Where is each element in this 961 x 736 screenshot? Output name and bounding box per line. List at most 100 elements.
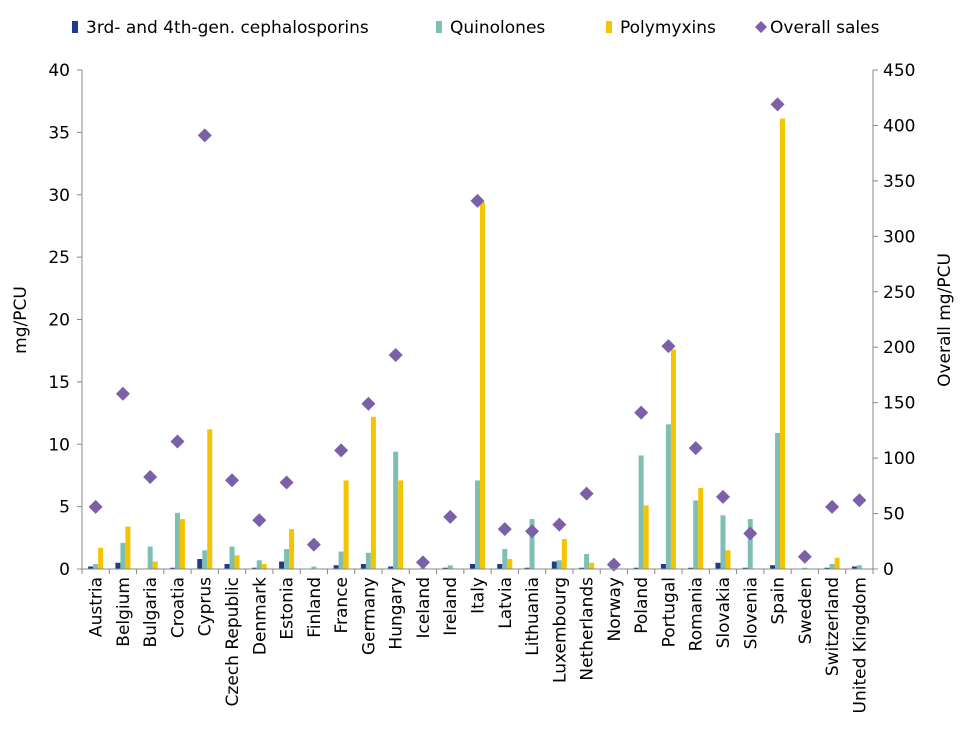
bar <box>693 500 699 569</box>
overall-sales-marker <box>579 486 594 501</box>
y-tick-label: 10 <box>48 435 70 455</box>
bar <box>152 561 158 569</box>
x-tick-label: Ireland <box>441 577 461 636</box>
bar <box>398 480 404 569</box>
overall-sales-marker <box>634 405 649 420</box>
overall-sales-marker <box>225 473 240 488</box>
bar <box>524 567 530 569</box>
overall-sales-marker <box>797 549 812 564</box>
plot-area <box>88 97 867 572</box>
y-tick-label: 0 <box>59 560 70 580</box>
y2-tick-label: 400 <box>883 116 915 136</box>
overall-sales-marker <box>252 513 267 528</box>
overall-sales-marker <box>143 469 158 484</box>
legend-swatch <box>606 21 612 33</box>
x-tick-label: Norway <box>605 577 625 642</box>
bar <box>824 567 830 569</box>
bar <box>715 562 721 569</box>
x-tick-label: Poland <box>632 577 652 634</box>
bar <box>802 567 808 569</box>
x-tick-label: Bulgaria <box>141 577 161 648</box>
y-tick-label: 15 <box>48 373 70 393</box>
overall-sales-marker <box>497 522 512 537</box>
overall-sales-marker <box>279 475 294 490</box>
x-tick-label: Hungary <box>387 577 407 650</box>
overall-sales-marker <box>770 97 785 112</box>
bar <box>333 565 339 569</box>
bar <box>343 480 349 569</box>
x-tick-label: Estonia <box>278 577 298 640</box>
legend-swatch <box>72 21 78 33</box>
x-tick-label: Netherlands <box>578 577 598 681</box>
x-tick-label: Romania <box>687 577 707 651</box>
y-tick-label: 20 <box>48 311 70 331</box>
bar <box>561 539 567 569</box>
overall-sales-marker <box>88 499 103 514</box>
x-tick-label: Denmark <box>250 577 270 655</box>
bar <box>742 567 748 569</box>
overall-sales-marker <box>606 557 621 572</box>
bar <box>747 519 753 569</box>
x-tick-label: Sweden <box>796 577 816 644</box>
bar <box>442 567 448 569</box>
bar <box>229 546 235 569</box>
bar <box>670 349 676 569</box>
bar <box>207 429 213 569</box>
bar <box>115 562 121 569</box>
bar <box>88 566 94 569</box>
bar <box>589 562 595 569</box>
x-tick-label: Belgium <box>114 577 134 647</box>
overall-sales-marker <box>552 517 567 532</box>
bar <box>698 487 704 569</box>
bar <box>502 549 508 569</box>
overall-sales-marker <box>361 396 376 411</box>
bar <box>556 560 562 569</box>
bar <box>584 554 590 569</box>
bar <box>834 557 840 569</box>
bar <box>360 564 366 569</box>
bar <box>475 480 480 569</box>
x-tick-label: Finland <box>305 577 325 638</box>
overall-sales-marker <box>470 193 485 208</box>
x-tick-label: Austria <box>87 577 107 637</box>
x-tick-label: Czech Republic <box>223 577 243 706</box>
overall-sales-marker <box>115 386 130 401</box>
y2-tick-label: 150 <box>883 394 915 414</box>
x-tick-label: Italy <box>469 577 489 614</box>
x-tick-label: Luxembourg <box>550 577 570 683</box>
bar <box>660 564 666 569</box>
bar <box>725 550 731 569</box>
x-tick-label: Slovakia <box>714 577 734 648</box>
x-tick-label: Croatia <box>168 577 188 638</box>
bar <box>284 549 290 569</box>
bar <box>370 416 376 569</box>
bar <box>289 529 295 569</box>
bar <box>497 564 503 569</box>
bar <box>261 564 267 569</box>
legend-label: Quinolones <box>450 18 545 38</box>
bar <box>224 564 230 569</box>
bar <box>643 505 649 569</box>
y-tick-label: 35 <box>48 123 70 143</box>
overall-sales-marker <box>525 524 540 539</box>
bar <box>179 519 185 569</box>
x-tick-label: Portugal <box>659 577 679 647</box>
y2-tick-label: 200 <box>883 338 915 358</box>
bar <box>507 559 513 569</box>
overall-sales-marker <box>388 347 403 362</box>
overall-sales-marker <box>443 509 458 524</box>
overall-sales-marker <box>415 555 430 570</box>
bar <box>251 567 257 569</box>
y2-tick-label: 0 <box>883 560 894 580</box>
bar <box>633 567 639 569</box>
bar <box>98 547 104 569</box>
legend: 3rd- and 4th-gen. cephalosporins Quinolon… <box>72 18 880 38</box>
bar <box>393 451 399 569</box>
bar <box>447 565 453 569</box>
y-axis-title: mg/PCU <box>11 286 31 354</box>
bar <box>551 561 557 569</box>
overall-sales-marker <box>661 339 676 354</box>
bar <box>638 455 644 569</box>
overall-sales-marker <box>852 493 867 508</box>
